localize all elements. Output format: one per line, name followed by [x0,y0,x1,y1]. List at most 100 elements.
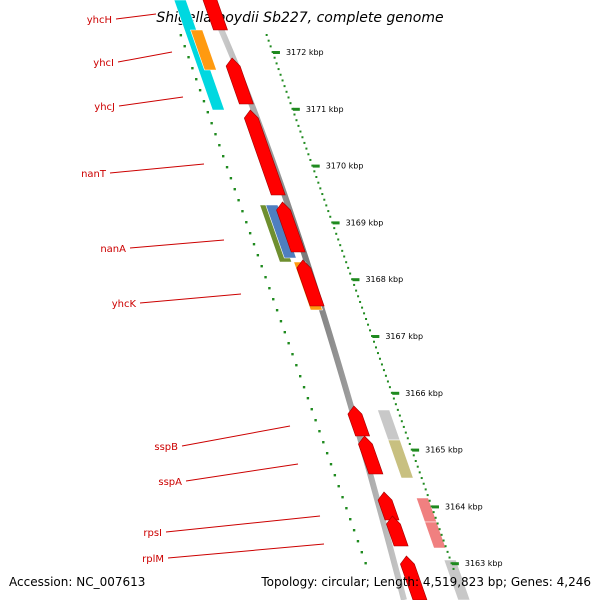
ruler-dot [436,522,439,525]
ruler-dot [303,141,306,144]
outline-dot [325,452,329,455]
sspB-feature [377,409,401,441]
ruler-dot [349,272,352,275]
outline-dot [333,474,337,477]
ruler-dot [299,130,302,133]
rpsI-cog-arrow [377,491,400,521]
ruler-dot [353,283,356,286]
outline-dot [272,298,275,301]
ruler-dot [311,164,314,167]
gene-label-sspA: sspA [158,477,182,488]
outline-dot [352,529,356,532]
outline-dot [210,122,213,125]
ruler-dot [291,107,294,110]
ruler-dot [281,79,284,82]
outline-dot [198,89,202,92]
ruler-dot [432,511,435,514]
ruler-dot [343,255,346,258]
kbp-tick-label: 3172 kbp [286,48,324,57]
yhcK-cog-arrow [296,259,325,307]
yhcI-feature [190,29,217,71]
outline-dot [364,562,367,565]
ruler-dot [337,238,340,241]
outline-dot [345,507,348,510]
ruler-major-tick [451,562,459,566]
outline-dot [252,243,256,246]
ruler-dot [398,414,401,417]
outline-dot [306,397,310,400]
outline-dot [360,551,363,554]
next-gene-feature [443,559,471,600]
kbp-tick-label: 3164 kbp [445,502,483,511]
sspA-cog-arrow [358,435,384,475]
kbp-tick-label: 3171 kbp [306,105,344,114]
outline-dot [214,133,217,136]
ruler-major-tick [312,164,320,168]
outline-dot [279,320,283,323]
ruler-dot [265,34,268,36]
ruler-dot [388,386,391,389]
ruler-dot [351,278,354,281]
ruler-major-tick [272,51,280,54]
outline-dot [299,375,302,378]
ruler-dot [333,227,336,230]
ruler-dot [446,550,449,553]
gene-label-rpsI: rpsI [143,528,162,539]
ruler-dot [430,505,433,508]
ruler-dot [418,471,421,474]
outline-dot [291,353,294,356]
ruler-dot [317,181,320,184]
outline-dot [202,100,206,103]
sspB-cog-arrow [347,405,371,437]
gene-label-nanA: nanA [100,244,126,255]
ruler-dot [331,221,334,224]
outline-dot [195,78,198,81]
ruler-dot [380,363,383,366]
ruler-dot [339,244,342,247]
ruler-dot [307,153,310,156]
ruler-dot [279,73,282,76]
outline-dot [322,441,325,444]
ruler-dot [422,482,425,485]
ruler-dot [361,306,364,309]
gene-leader-line [167,543,325,559]
ruler-dot [305,147,308,150]
ruler-dot [277,68,280,71]
ruler-dot [301,136,304,139]
ruler-dot [297,124,300,127]
ruler-dot [267,39,270,42]
ruler-dot [341,249,344,252]
ruler-dot [420,477,423,480]
ruler-dot [444,545,447,548]
ruler-dot [359,300,362,303]
outline-dot [314,419,317,422]
ruler-dot [319,187,322,190]
outline-dot [206,111,209,114]
gene-label-yhcJ: yhcJ [94,102,115,113]
ruler-dot [323,198,326,201]
outline-dot [229,177,233,180]
outline-dot [218,144,221,147]
ruler-dot [269,45,272,48]
ruler-major-tick [292,107,300,111]
nanT-cog-arrow [243,109,286,196]
kbp-tick-label: 3167 kbp [385,332,423,341]
ruler-dot [309,158,312,161]
ruler-major-tick [352,278,360,282]
ruler-dot [404,431,407,434]
outline-dot [318,430,321,433]
outline-dot [256,254,260,257]
ruler-dot [448,556,451,559]
ruler-dot [287,96,290,99]
ruler-dot [275,62,278,65]
outline-dot [233,188,236,191]
sspA-feature [387,439,414,479]
outline-dot [187,56,190,59]
ruler-dot [414,460,417,462]
ruler-dot [273,56,276,59]
ruler-dot [357,295,360,298]
gene-leader-line [185,463,299,482]
ruler-dot [293,113,296,116]
ruler-major-tick [412,448,420,452]
gene-features [173,0,471,600]
